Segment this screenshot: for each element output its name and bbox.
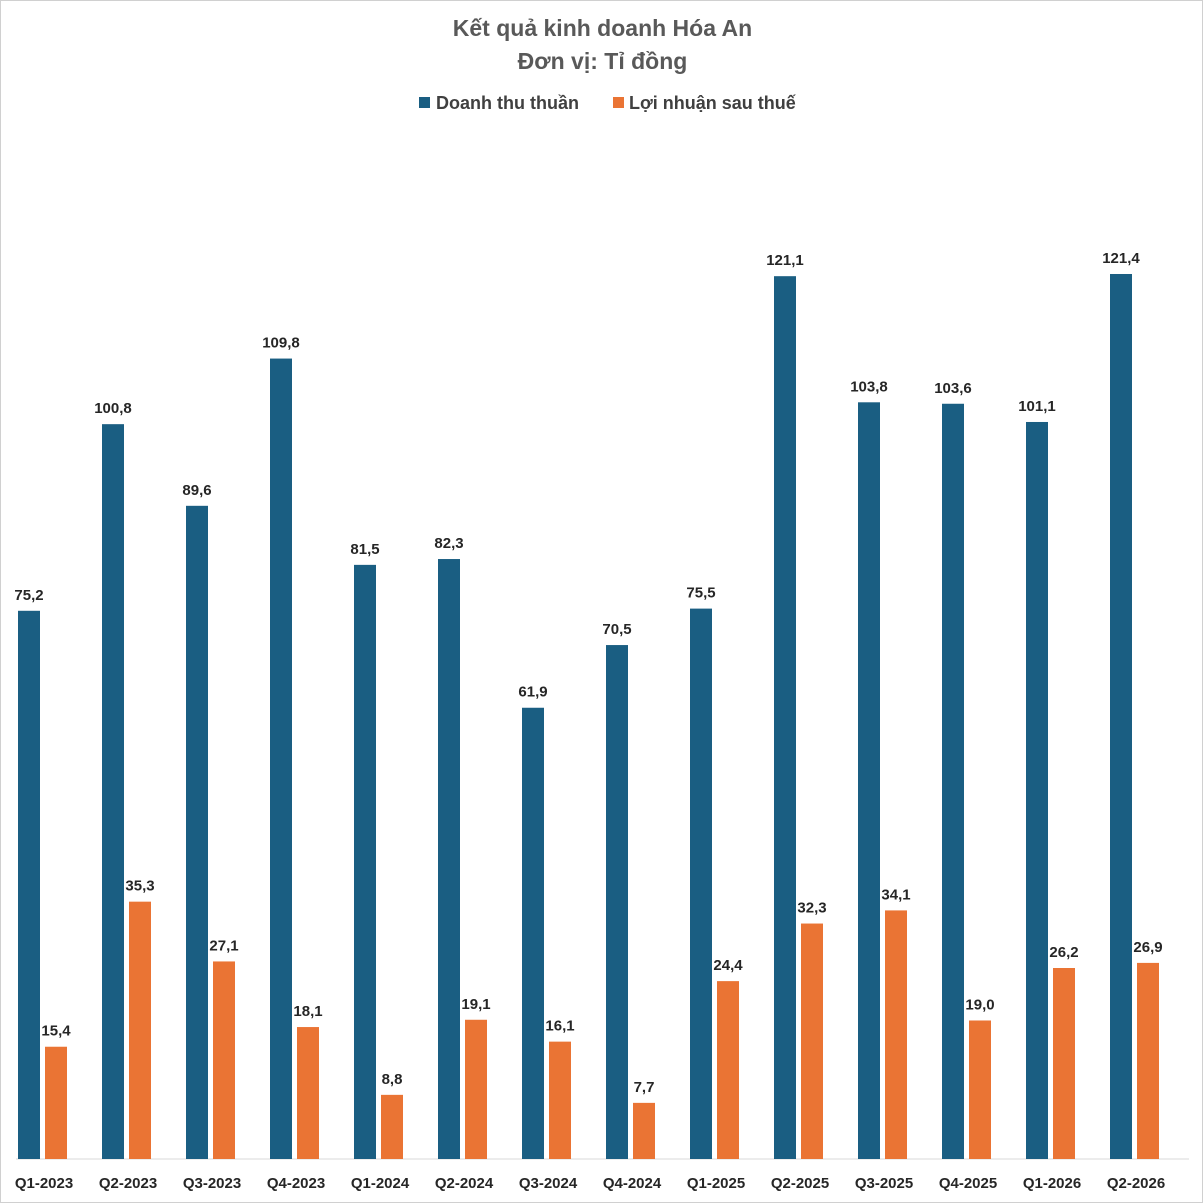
revenue-value-label-Q3-2023: 89,6 <box>182 482 211 499</box>
revenue-bar-Q2-2024 <box>438 559 460 1159</box>
revenue-bar-Q2-2023 <box>102 424 124 1160</box>
revenue-value-label-Q4-2025: 103,6 <box>934 380 972 397</box>
revenue-bar-Q3-2023 <box>186 505 208 1159</box>
revenue-bar-Q3-2024 <box>522 707 544 1159</box>
profit-value-label-Q2-2025: 32,3 <box>797 900 826 917</box>
category-label-Q4-2024: Q4-2024 <box>603 1175 662 1192</box>
profit-bar-Q2-2023 <box>129 901 151 1159</box>
value-labels-group: 75,2 15,4 100,8 35,3 89,6 27,1 109,8 18,1 81,5 8,… <box>14 250 1162 1096</box>
profit-value-label-Q1-2024: 8,8 <box>382 1071 403 1088</box>
revenue-value-label-Q2-2024: 82,3 <box>434 535 463 552</box>
revenue-bar-Q1-2026 <box>1026 421 1048 1160</box>
profit-value-label-Q3-2023: 27,1 <box>209 937 238 954</box>
revenue-value-label-Q1-2025: 75,5 <box>686 585 715 602</box>
profit-value-label-Q3-2024: 16,1 <box>545 1018 574 1035</box>
category-label-Q3-2024: Q3-2024 <box>519 1175 578 1192</box>
profit-bar-Q1-2023 <box>45 1046 67 1159</box>
legend-swatch-profit <box>613 97 624 108</box>
profit-bar-Q4-2023 <box>297 1027 319 1159</box>
revenue-bar-Q1-2025 <box>690 608 712 1159</box>
category-label-Q1-2025: Q1-2025 <box>687 1175 745 1192</box>
category-label-Q4-2025: Q4-2025 <box>939 1175 997 1192</box>
revenue-bar-Q4-2025 <box>942 403 964 1160</box>
category-label-Q3-2025: Q3-2025 <box>855 1175 913 1192</box>
revenue-bar-Q1-2023 <box>18 610 40 1159</box>
category-label-Q1-2024: Q1-2024 <box>351 1175 410 1192</box>
revenue-value-label-Q4-2024: 70,5 <box>602 621 631 638</box>
profit-bar-Q2-2026 <box>1137 962 1159 1159</box>
revenue-bar-Q1-2024 <box>354 564 376 1159</box>
legend: Doanh thu thuần Lợi nhuận sau thuế <box>419 93 797 113</box>
profit-value-label-Q4-2024: 7,7 <box>634 1079 655 1096</box>
profit-value-label-Q1-2023: 15,4 <box>41 1023 71 1040</box>
profit-bar-Q1-2025 <box>717 981 739 1159</box>
revenue-bar-Q4-2024 <box>606 645 628 1159</box>
revenue-value-label-Q3-2024: 61,9 <box>518 684 547 701</box>
profit-value-label-Q2-2024: 19,1 <box>461 996 490 1013</box>
profit-value-label-Q2-2026: 26,9 <box>1133 939 1162 956</box>
revenue-bar-Q2-2026 <box>1110 273 1132 1159</box>
legend-swatch-revenue <box>419 97 430 108</box>
profit-value-label-Q4-2025: 19,0 <box>965 996 994 1013</box>
chart-title: Kết quả kinh doanh Hóa An <box>453 15 752 41</box>
profit-value-label-Q4-2023: 18,1 <box>293 1003 322 1020</box>
profit-bar-Q3-2023 <box>213 961 235 1159</box>
revenue-value-label-Q3-2025: 103,8 <box>850 378 888 395</box>
revenue-value-label-Q1-2026: 101,1 <box>1018 398 1056 415</box>
bars-group <box>18 273 1159 1160</box>
profit-bar-Q3-2024 <box>549 1041 571 1159</box>
category-label-Q2-2023: Q2-2023 <box>99 1175 157 1192</box>
profit-bar-Q4-2024 <box>633 1102 655 1159</box>
legend-label-revenue: Doanh thu thuần <box>436 93 579 113</box>
profit-bar-Q4-2025 <box>969 1020 991 1159</box>
category-label-Q3-2023: Q3-2023 <box>183 1175 241 1192</box>
profit-bar-Q2-2024 <box>465 1019 487 1159</box>
category-label-Q2-2025: Q2-2025 <box>771 1175 829 1192</box>
profit-bar-Q1-2024 <box>381 1094 403 1159</box>
revenue-value-label-Q1-2024: 81,5 <box>350 541 379 558</box>
revenue-bar-Q2-2025 <box>774 276 796 1159</box>
revenue-value-label-Q2-2026: 121,4 <box>1102 250 1140 267</box>
category-label-Q1-2023: Q1-2023 <box>15 1175 73 1192</box>
revenue-value-label-Q4-2023: 109,8 <box>262 335 300 352</box>
profit-value-label-Q2-2023: 35,3 <box>125 878 154 895</box>
category-labels-group: Q1-2023 Q2-2023 Q3-2023 Q4-2023 Q1-2024 Q2-20… <box>15 1175 1165 1192</box>
revenue-bar-Q3-2025 <box>858 402 880 1160</box>
revenue-bar-Q4-2023 <box>270 358 292 1160</box>
revenue-value-label-Q2-2023: 100,8 <box>94 400 132 417</box>
revenue-value-label-Q2-2025: 121,1 <box>766 252 804 269</box>
profit-value-label-Q1-2026: 26,2 <box>1049 944 1078 961</box>
legend-label-profit: Lợi nhuận sau thuế <box>629 93 797 113</box>
profit-bar-Q1-2026 <box>1053 968 1075 1159</box>
profit-value-label-Q3-2025: 34,1 <box>881 886 910 903</box>
profit-value-label-Q1-2025: 24,4 <box>713 957 743 974</box>
category-label-Q4-2023: Q4-2023 <box>267 1175 325 1192</box>
profit-bar-Q2-2025 <box>801 923 823 1159</box>
profit-bar-Q3-2025 <box>885 910 907 1159</box>
revenue-value-label-Q1-2023: 75,2 <box>14 587 43 604</box>
chart-subtitle: Đơn vị: Tỉ đồng <box>518 48 688 74</box>
category-label-Q1-2026: Q1-2026 <box>1023 1175 1081 1192</box>
category-label-Q2-2024: Q2-2024 <box>435 1175 494 1192</box>
category-label-Q2-2026: Q2-2026 <box>1107 1175 1165 1192</box>
